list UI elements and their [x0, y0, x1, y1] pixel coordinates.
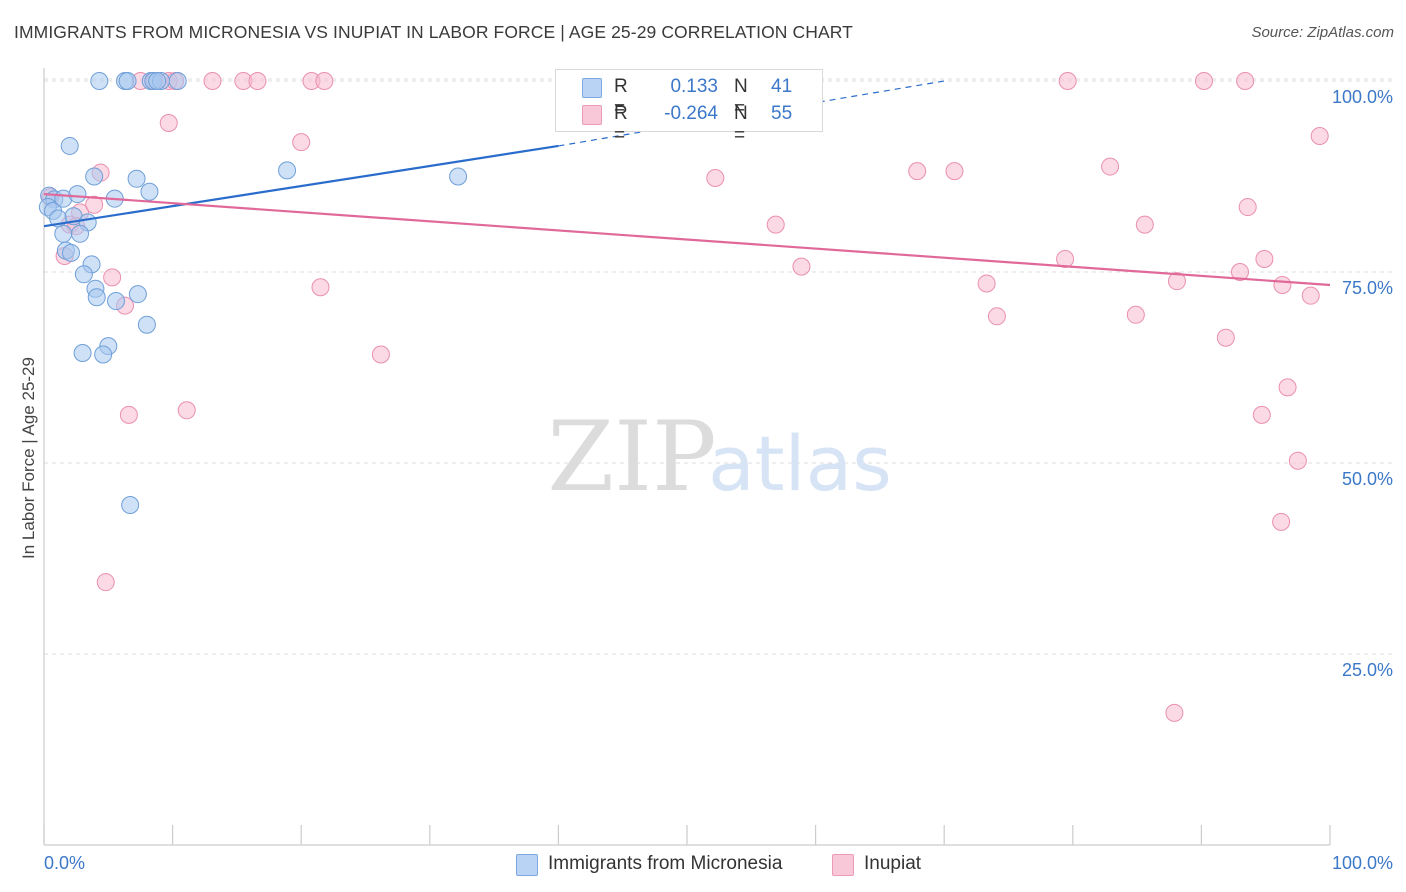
inupiat-point — [977, 274, 996, 293]
legend-swatch-pink — [582, 105, 602, 125]
inupiat-point — [311, 278, 330, 297]
x-tick-label: 0.0% — [44, 853, 85, 873]
legend-label-micronesia: Immigrants from Micronesia — [548, 853, 783, 874]
tick-labels: 25.0% 50.0% 75.0% 100.0% 0.0% 100.0% — [44, 87, 1393, 873]
inupiat-point — [1272, 512, 1291, 531]
trend-lines — [43, 80, 1331, 287]
inupiat-point — [1194, 72, 1213, 90]
legend-r-value: -0.264 — [664, 103, 718, 124]
inupiat-point — [1135, 215, 1154, 234]
micronesia-point — [140, 182, 159, 201]
micronesia-point — [168, 72, 187, 90]
inupiat-point — [1252, 405, 1271, 424]
inupiat-point — [766, 215, 785, 234]
inupiat-point — [1230, 263, 1249, 281]
inupiat-point — [119, 405, 138, 424]
micronesia-points — [38, 72, 468, 515]
inupiat-point — [1255, 250, 1274, 269]
inupiat-point — [1301, 286, 1320, 305]
y-tick-label: 100.0% — [1332, 87, 1393, 107]
inupiat-point — [1236, 72, 1255, 90]
inupiat-trend-line — [43, 192, 1331, 287]
inupiat-point — [987, 307, 1006, 326]
micronesia-point — [107, 292, 126, 311]
watermark-zip: ZIP — [547, 401, 716, 513]
chart-title: IMMIGRANTS FROM MICRONESIA VS INUPIAT IN… — [14, 22, 853, 42]
legend-r-value: 0.133 — [670, 76, 718, 97]
y-tick-label: 25.0% — [1342, 660, 1393, 680]
inupiat-point — [1056, 250, 1075, 269]
inupiat-point — [203, 72, 222, 90]
micronesia-point — [90, 72, 109, 90]
y-tick-label: 50.0% — [1342, 469, 1393, 489]
inupiat-point — [945, 162, 964, 181]
series-legend: Immigrants from Micronesia Inupiat — [0, 852, 1406, 878]
micronesia-point — [278, 161, 297, 180]
inupiat-point — [315, 72, 334, 90]
legend-n-value: 41 — [771, 76, 793, 97]
legend-r-label: R = — [614, 76, 628, 119]
micronesia-point — [121, 496, 140, 515]
watermark: ZIP atlas — [547, 401, 891, 513]
micronesia-point — [118, 72, 137, 90]
inupiat-point — [1278, 378, 1297, 397]
source-credit: Source: ZipAtlas.com — [1251, 24, 1394, 41]
micronesia-point — [68, 185, 87, 204]
inupiat-point — [1216, 328, 1235, 347]
micronesia-point — [449, 167, 468, 186]
inupiat-point — [1288, 451, 1307, 470]
inupiat-point — [1165, 703, 1184, 722]
micronesia-point — [62, 243, 81, 262]
inupiat-point — [103, 268, 122, 287]
micronesia-point — [85, 167, 104, 186]
inupiat-point — [1273, 275, 1292, 294]
inupiat-point — [1126, 305, 1145, 324]
micronesia-point — [127, 169, 146, 188]
micronesia-point — [73, 343, 92, 362]
legend-n-label: N = — [734, 103, 748, 146]
legend-n-value: 55 — [771, 103, 793, 124]
micronesia-point — [60, 136, 79, 155]
legend-swatch-blue — [516, 854, 538, 876]
micronesia-point — [71, 224, 90, 243]
legend-n-label: N = — [734, 76, 748, 119]
micronesia-trend-line — [43, 144, 559, 228]
micronesia-point — [54, 224, 73, 243]
legend-r-label: R = — [614, 103, 628, 146]
inupiat-point — [371, 345, 390, 364]
y-tick-label: 75.0% — [1342, 278, 1393, 298]
inupiat-point — [159, 114, 178, 133]
x-tick-label: 100.0% — [1332, 853, 1393, 873]
inupiat-point — [177, 401, 196, 420]
watermark-atlas: atlas — [708, 419, 892, 508]
y-axis-label: In Labor Force | Age 25-29 — [19, 357, 38, 559]
inupiat-point — [1167, 272, 1186, 291]
inupiat-point — [85, 195, 104, 214]
legend-label-inupiat: Inupiat — [864, 853, 922, 874]
inupiat-point — [1310, 127, 1329, 146]
inupiat-point — [1238, 198, 1257, 217]
inupiat-point — [1058, 72, 1077, 90]
micronesia-point — [87, 288, 106, 307]
micronesia-point — [128, 285, 147, 304]
inupiat-point — [292, 133, 311, 152]
micronesia-point — [137, 315, 156, 334]
inupiat-point — [96, 573, 115, 592]
gridlines — [44, 78, 1392, 655]
micronesia-point — [74, 265, 93, 284]
legend-swatch-pink — [832, 854, 854, 876]
inupiat-point — [908, 162, 927, 181]
inupiat-point — [248, 72, 267, 90]
inupiat-point — [1101, 157, 1120, 176]
micronesia-point — [94, 345, 113, 364]
inupiat-point — [792, 257, 811, 276]
inupiat-points — [41, 72, 1329, 722]
legend-swatch-blue — [582, 78, 602, 98]
correlation-legend: R = 0.133 N = 41 R = -0.264 N = 55 — [555, 69, 823, 146]
micronesia-point — [148, 72, 167, 90]
inupiat-point — [706, 169, 725, 188]
